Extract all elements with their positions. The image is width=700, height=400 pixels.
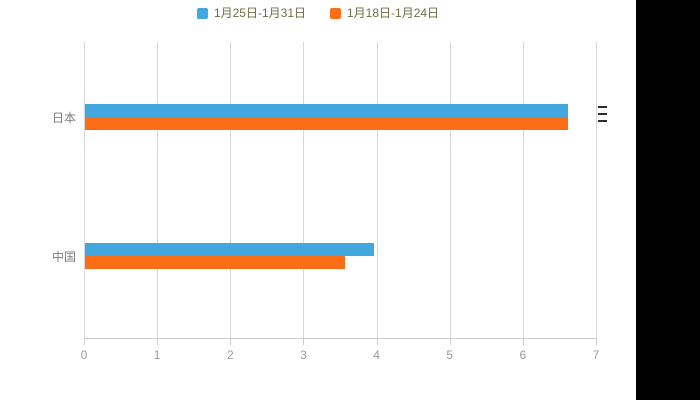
x-tick-label: 5 [446,348,454,362]
axis-tick [596,338,597,345]
x-tick-label: 3 [300,348,307,362]
x-tick-label: 7 [592,348,600,362]
chart-canvas: 1月25日-1月31日 1月18日-1月24日 0 1 2 3 4 5 6 7 日本中国 [0,0,636,400]
gridline [230,42,232,338]
legend-item-series-1[interactable]: 1月18日-1月24日 [330,6,439,20]
gridline [157,42,159,338]
dash-icon [598,106,607,108]
gridline [84,42,85,338]
gridline [303,42,305,338]
x-axis-line [84,338,596,339]
axis-tick [230,338,232,345]
x-tick-label: 1 [153,348,161,362]
dash-icon [598,120,607,122]
bar-中国-series-1[interactable] [85,256,345,269]
y-category-label: 日本 [51,110,76,125]
gridline [596,42,597,338]
bar-日本-series-1[interactable] [85,116,568,130]
letterbox-right [636,0,700,400]
axis-tick [303,338,305,345]
bar-日本-series-0[interactable] [85,103,568,117]
axis-tick [84,338,85,345]
axis-tick [157,338,159,345]
x-tick-label: 4 [373,348,380,362]
axis-tick [376,338,378,345]
gridline [376,42,378,338]
axis-tick [449,338,451,345]
legend-item-series-0[interactable]: 1月25日-1月31日 [196,6,306,20]
legend: 1月25日-1月31日 1月18日-1月24日 [0,6,636,20]
x-tick-label: 2 [226,348,234,362]
axis-tick [522,338,524,345]
legend-label: 1月25日-1月31日 [213,6,306,20]
x-tick-label: 6 [519,348,527,362]
bar-中国-series-0[interactable] [85,243,374,256]
gridline [449,42,451,338]
legend-swatch-icon [330,7,341,19]
gridline [522,42,524,338]
y-category-label: 中国 [51,250,76,264]
plot-area: 0 1 2 3 4 5 6 7 日本中国 [51,42,608,362]
legend-swatch-icon [196,7,208,19]
overflow-dash-marks [598,106,608,126]
x-tick-label: 0 [80,348,88,362]
legend-label: 1月18日-1月24日 [347,6,440,20]
dash-icon [598,113,607,115]
